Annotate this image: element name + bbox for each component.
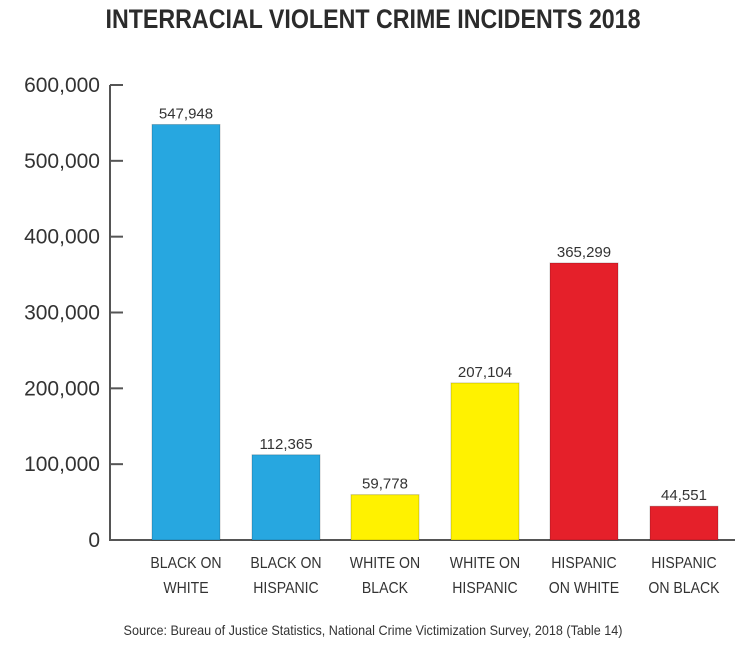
data-label: 112,365 [259,436,312,453]
y-tick-label: 100,000 [24,453,100,476]
x-category-label: ON WHITE [549,579,619,597]
y-tick-label: 500,000 [24,150,100,173]
chart-title: INTERRACIAL VIOLENT CRIME INCIDENTS 2018 [105,4,641,34]
x-category-label: HISPANIC [452,579,518,597]
bar [350,494,420,541]
data-label: 59,778 [362,476,408,493]
data-label: 365,299 [557,244,611,261]
source-note: Source: Bureau of Justice Statistics, Na… [123,622,623,638]
x-category-label: BLACK [362,579,408,597]
bar [251,454,321,541]
bar [151,123,221,541]
y-tick-label: 200,000 [24,377,100,400]
data-label: 547,948 [159,105,213,122]
x-category-label: HISPANIC [551,554,617,572]
data-label: 207,104 [458,364,512,381]
x-category-label: BLACK ON [150,554,221,572]
x-category-label: ON BLACK [648,579,719,597]
x-category-label: WHITE ON [450,554,520,572]
x-category-label: HISPANIC [651,554,717,572]
y-tick-label: 600,000 [24,74,100,97]
x-category-label: BLACK ON [250,554,321,572]
x-category-label: WHITE [163,579,208,597]
x-category-label: HISPANIC [253,579,319,597]
y-tick-label: 400,000 [24,226,100,249]
bar [549,262,619,541]
y-tick-label: 0 [88,529,100,552]
y-tick-label: 300,000 [24,302,100,325]
bar [649,505,719,541]
data-label: 44,551 [661,487,707,504]
bar [450,382,520,541]
x-category-label: WHITE ON [350,554,420,572]
